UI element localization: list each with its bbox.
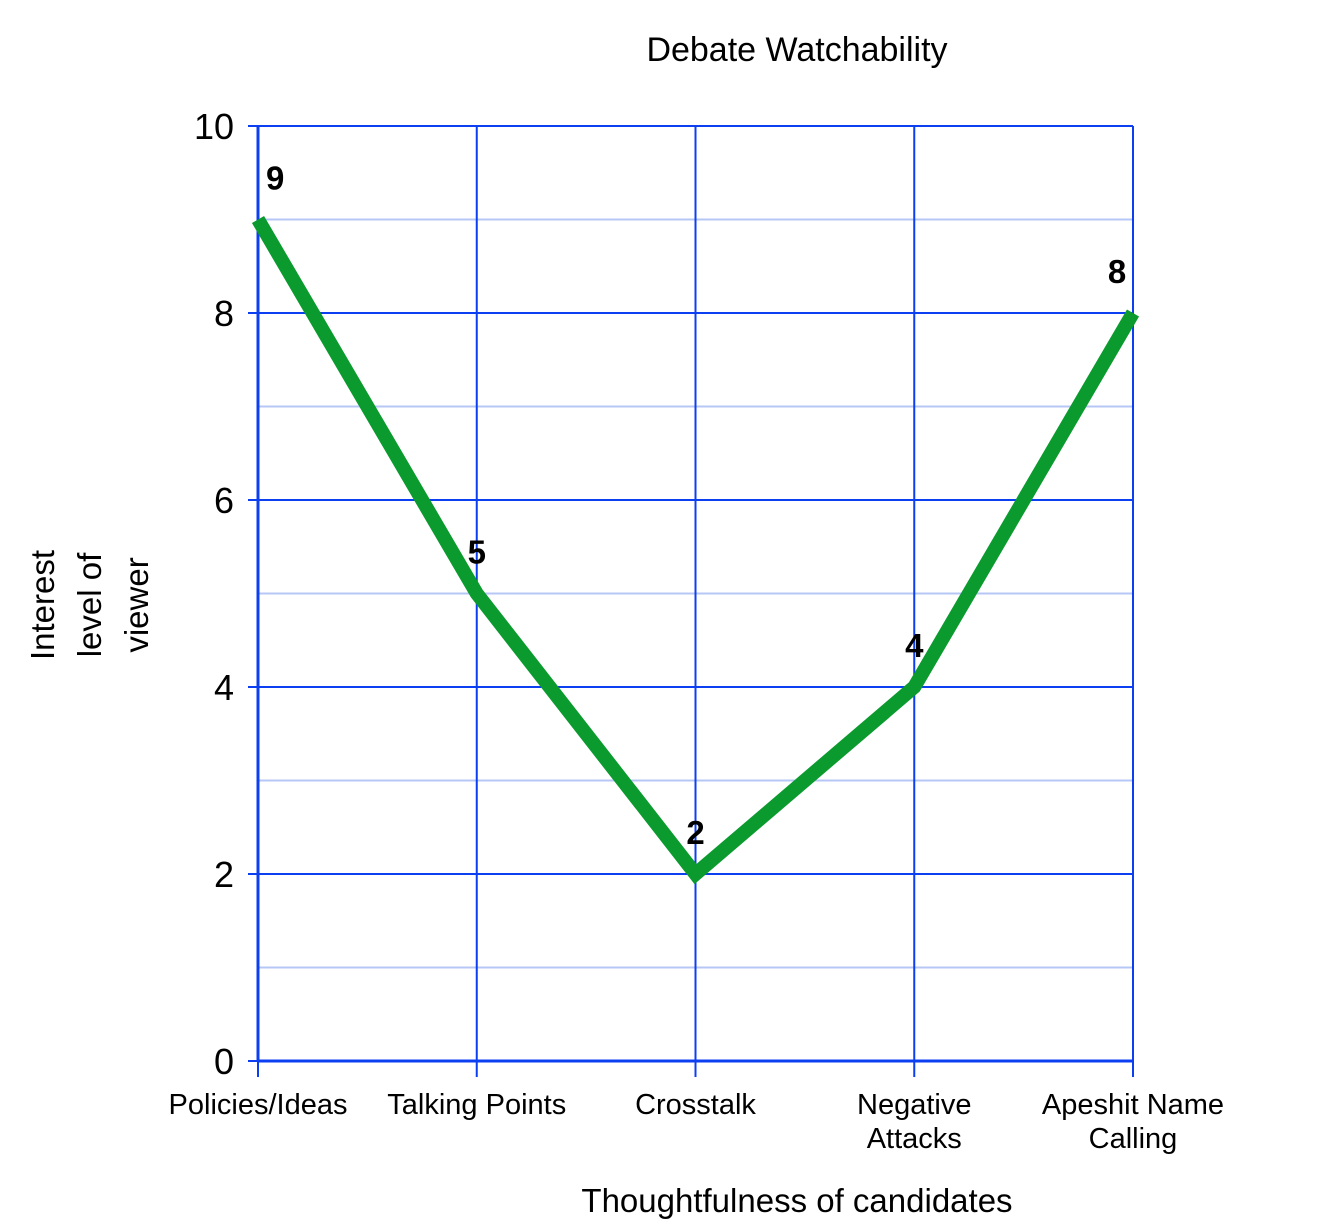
x-axis-title: Thoughtfulness of candidates bbox=[581, 1182, 1012, 1219]
x-tick-label: Talking Points bbox=[387, 1089, 566, 1121]
x-tick-label-line: Policies/Ideas bbox=[169, 1089, 348, 1121]
x-tick-label: Policies/Ideas bbox=[169, 1089, 348, 1121]
y-tick-label: 0 bbox=[214, 1041, 234, 1082]
labels-layer: 0 2 4 6 8 10 Policies/Ideas Talking Points Cross… bbox=[169, 106, 1225, 1155]
x-tick-label-line: Attacks bbox=[867, 1123, 962, 1155]
y-tick-label: 6 bbox=[214, 480, 234, 521]
y-tick-label: 10 bbox=[194, 106, 234, 147]
x-tick-label-line: Talking Points bbox=[387, 1089, 566, 1121]
axes bbox=[248, 125, 1134, 1077]
data-label: 2 bbox=[686, 814, 704, 851]
data-label: 9 bbox=[266, 160, 284, 197]
y-tick-label: 4 bbox=[214, 667, 234, 708]
y-axis-title-line: Interest bbox=[24, 550, 61, 660]
x-tick-label-line: Apeshit Name bbox=[1042, 1089, 1224, 1121]
x-tick-label-line: Crosstalk bbox=[635, 1089, 756, 1121]
data-label: 5 bbox=[468, 534, 486, 571]
chart-title: Debate Watchability bbox=[646, 31, 947, 69]
y-axis-title-line: viewer bbox=[118, 557, 155, 652]
y-tick-label: 2 bbox=[214, 854, 234, 895]
x-tick-label-line: Negative bbox=[857, 1089, 971, 1121]
x-tick-label: Apeshit Name Calling bbox=[1042, 1089, 1224, 1155]
data-label: 4 bbox=[905, 627, 924, 664]
y-tick-label: 8 bbox=[214, 293, 234, 334]
data-label: 8 bbox=[1108, 253, 1126, 290]
x-tick-label: Negative Attacks bbox=[857, 1089, 971, 1155]
y-axis-title: Interest level of viewer bbox=[24, 550, 155, 660]
x-tick-label-line: Calling bbox=[1089, 1123, 1178, 1155]
x-tick-label: Crosstalk bbox=[635, 1089, 756, 1121]
y-axis-title-line: level of bbox=[71, 552, 108, 657]
series-layer bbox=[251, 215, 1140, 885]
